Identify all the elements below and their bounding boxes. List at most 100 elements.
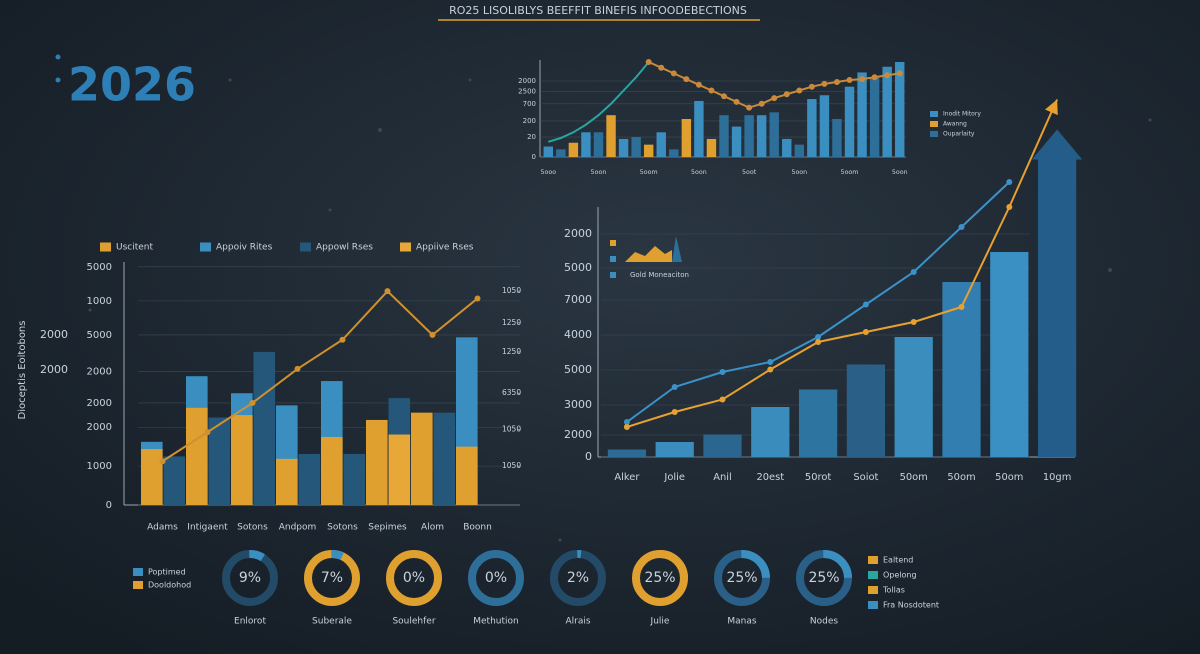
legend-label: Ouparlaity xyxy=(943,131,975,138)
arrow-head xyxy=(1045,99,1058,116)
legend-swatch xyxy=(868,586,878,594)
bar xyxy=(869,77,880,157)
trend-line xyxy=(161,289,479,463)
x-tick-label: 5oom xyxy=(841,169,859,176)
trend-line xyxy=(547,61,650,143)
donut-arc xyxy=(222,550,278,606)
legend-swatch xyxy=(930,131,938,137)
bar xyxy=(231,415,253,505)
y-tick-label: 2500 xyxy=(518,87,536,95)
y-tick-label: 5000 xyxy=(87,262,112,273)
y-tick-label: 4000 xyxy=(564,328,592,341)
trend-point xyxy=(474,295,481,302)
legend-label: Appiive Rses xyxy=(416,243,474,253)
y-tick-label: 0 xyxy=(532,153,536,161)
x-tick-label: 5oon xyxy=(892,169,908,176)
donut-value-label: 25% xyxy=(808,570,839,586)
bar xyxy=(366,419,388,505)
bar xyxy=(731,126,742,157)
year-dot xyxy=(55,54,61,60)
trend-point xyxy=(671,409,678,415)
x-tick-label: 50om xyxy=(995,472,1023,483)
donut-caption: Manas xyxy=(727,617,756,627)
y-tick-label: 7000 xyxy=(564,293,592,306)
x-tick-label: 5oon xyxy=(591,169,607,176)
bar xyxy=(655,442,694,457)
bar xyxy=(606,115,616,157)
bar xyxy=(607,449,647,457)
x-tick-label: 20est xyxy=(756,472,784,483)
legend-label: Ealtend xyxy=(883,556,913,565)
bar xyxy=(276,458,298,505)
trend-point xyxy=(815,334,822,340)
bar xyxy=(744,115,754,157)
trend-point xyxy=(808,83,815,90)
y-tick-label: 5000 xyxy=(564,363,592,376)
x-tick-label: 10gm xyxy=(1043,472,1071,483)
y-tick-label: 2000 xyxy=(564,227,592,240)
y2-tick-label: 1050 xyxy=(502,286,521,295)
legend-swatch xyxy=(868,556,878,564)
trend-point xyxy=(1006,204,1013,210)
legend-label: Inodit Mitory xyxy=(943,111,981,118)
donut-value-label: 25% xyxy=(644,570,675,586)
legend-swatch xyxy=(868,601,878,609)
y-tick-label: 700 xyxy=(523,100,536,108)
donut-arc xyxy=(714,550,770,606)
legend-label: Awanng xyxy=(943,121,967,128)
legend-swatch xyxy=(868,571,878,579)
y2-tick-label: 1250 xyxy=(502,318,521,327)
donut-value-label: 0% xyxy=(403,570,425,586)
x-tick-label: 50rot xyxy=(805,472,831,483)
bar xyxy=(794,144,805,157)
bar xyxy=(208,417,231,505)
x-tick-label: 5oon xyxy=(691,169,707,176)
inset-annotation: Gold Moneaciton xyxy=(630,271,689,279)
x-tick-label: Jolie xyxy=(663,472,685,483)
bar xyxy=(631,137,641,157)
year-dot xyxy=(55,77,61,83)
bar xyxy=(343,453,366,505)
trend-point xyxy=(767,366,774,373)
year: 2026 xyxy=(68,58,196,112)
trend-point xyxy=(958,304,965,310)
side-label: 2000 xyxy=(40,328,68,341)
y2-tick-label: 1250 xyxy=(502,347,521,356)
bar xyxy=(706,138,717,157)
y-tick-label: 2000 xyxy=(564,428,592,441)
legend-label: Opelong xyxy=(883,571,917,580)
legend-swatch xyxy=(133,581,143,589)
legend-swatch xyxy=(133,568,143,576)
donut-ring xyxy=(386,550,442,606)
bar xyxy=(298,453,321,505)
y2-tick-label: 6350 xyxy=(502,388,521,397)
bar xyxy=(321,436,343,505)
bar xyxy=(556,149,566,157)
x-tick-label: 50om xyxy=(900,472,928,483)
x-tick-label: Sotons xyxy=(237,523,268,533)
y-tick-label: 2000 xyxy=(87,398,112,409)
legend-swatch xyxy=(400,242,411,252)
bar xyxy=(769,112,779,157)
legend-label: Uscitent xyxy=(116,243,153,253)
trend-point xyxy=(859,76,866,83)
x-tick-label: 5oom xyxy=(640,169,658,176)
trend-point xyxy=(384,288,391,295)
bar xyxy=(703,434,742,457)
x-tick-label: Soiot xyxy=(853,472,878,483)
bar xyxy=(388,434,411,505)
trend-point xyxy=(833,78,840,85)
bar xyxy=(456,446,478,505)
y-tick-label: 2000 xyxy=(87,366,112,377)
bar xyxy=(846,364,886,457)
trend-point xyxy=(910,319,917,325)
bar xyxy=(433,412,456,505)
trend-point xyxy=(294,365,301,372)
legend-swatch xyxy=(100,242,111,252)
y-tick-label: 2000 xyxy=(518,77,536,85)
bar xyxy=(568,142,579,157)
x-tick-label: Adams xyxy=(147,523,178,533)
page-title: RO25 LISOLIBLYS BEEFFIT BINEFIS INFOODEB… xyxy=(449,4,747,17)
bar xyxy=(163,456,186,505)
